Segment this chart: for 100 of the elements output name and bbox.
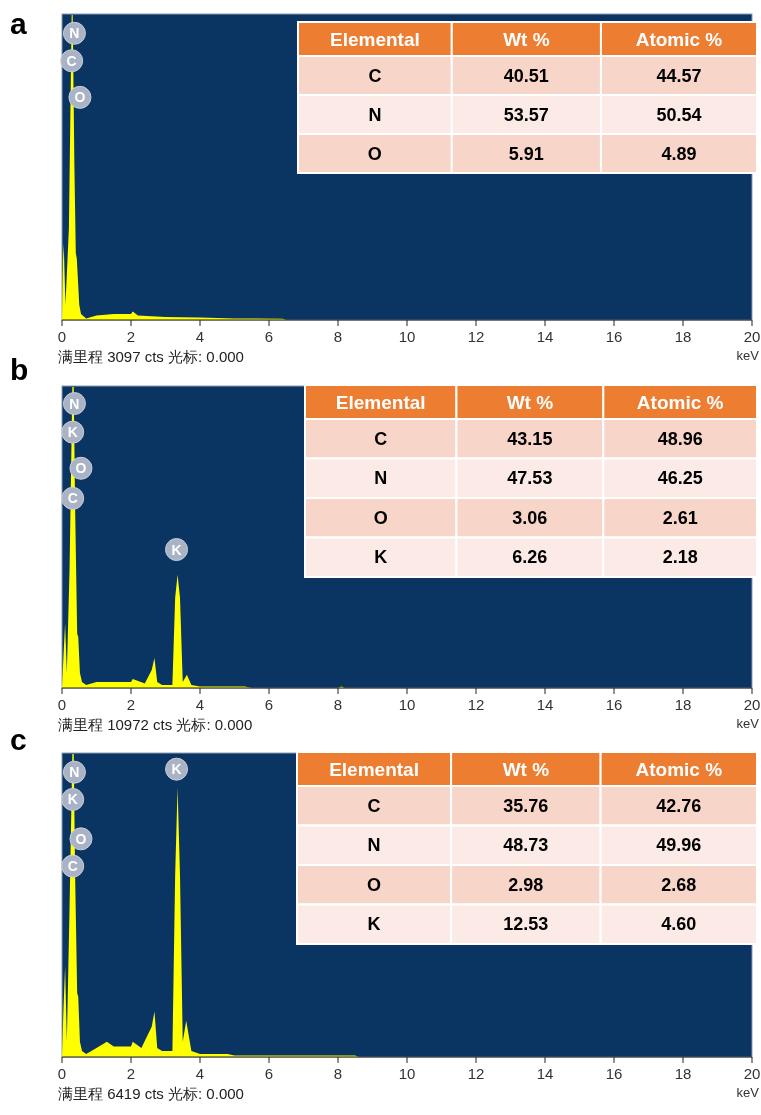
- data-label: 47.53: [507, 468, 553, 489]
- x-tick-label: 12: [467, 1065, 485, 1082]
- peak-label: K: [61, 420, 85, 444]
- x-tick-label: 0: [57, 1065, 67, 1082]
- category-label: O: [367, 874, 382, 895]
- series-label: Wt %: [502, 759, 550, 780]
- series-label: Atomic %: [635, 29, 723, 50]
- category-label: O: [367, 143, 382, 164]
- peak-label: O: [68, 85, 92, 109]
- annotation: K: [171, 541, 182, 558]
- annotation: N: [69, 25, 80, 42]
- peak-label: C: [60, 49, 84, 73]
- x-tick-label: 2: [126, 1065, 136, 1082]
- x-tick-label: 0: [57, 696, 67, 713]
- x-tick-label: 16: [605, 1065, 623, 1082]
- text: 满里程 10972 cts 光标: 0.000: [58, 716, 253, 733]
- data-label: 4.89: [661, 143, 697, 164]
- x-tick-label: 4: [195, 328, 205, 345]
- annotation: N: [69, 764, 80, 781]
- series-label: Wt %: [503, 29, 550, 50]
- peak-label: K: [165, 538, 189, 562]
- data-label: 46.25: [657, 468, 703, 489]
- annotation: C: [67, 490, 78, 507]
- category-label: N: [368, 104, 382, 125]
- data-label: 43.15: [507, 428, 553, 449]
- x-tick-label: 10: [398, 696, 416, 713]
- chart-title: a: [10, 7, 27, 40]
- x-tick-label: 2: [126, 696, 136, 713]
- peak-label: N: [62, 760, 86, 784]
- data-label: 44.57: [656, 65, 702, 86]
- data-label: 3.06: [512, 507, 548, 528]
- data-label: 2.68: [661, 874, 697, 895]
- x-axis-title: keV: [736, 1085, 760, 1100]
- x-tick-label: 8: [333, 328, 343, 345]
- annotation: K: [171, 761, 182, 778]
- x-tick-label: 16: [605, 328, 623, 345]
- text: Elemental: [335, 392, 426, 413]
- peak-label: C: [61, 486, 85, 510]
- data-label: 40.51: [503, 65, 549, 86]
- data-label: 35.76: [503, 795, 549, 816]
- category-label: C: [367, 795, 381, 816]
- peak-label: N: [62, 21, 86, 45]
- category-label: K: [367, 914, 381, 935]
- data-label: 2.61: [662, 507, 698, 528]
- category-label: C: [374, 428, 388, 449]
- series-label: Atomic %: [636, 392, 724, 413]
- x-tick-label: 10: [398, 1065, 416, 1082]
- data-label: 4.60: [661, 914, 697, 935]
- x-tick-label: 6: [264, 328, 274, 345]
- x-tick-label: 6: [264, 696, 274, 713]
- data-label: 50.54: [656, 104, 702, 125]
- data-label: 12.53: [503, 914, 549, 935]
- x-axis-title: keV: [736, 348, 760, 363]
- category-label: N: [374, 468, 388, 489]
- x-tick-label: 16: [605, 696, 623, 713]
- series-label: Wt %: [506, 392, 554, 413]
- annotation: O: [75, 830, 87, 847]
- data-label: 42.76: [656, 795, 702, 816]
- category-label: C: [368, 65, 382, 86]
- category-label: K: [374, 547, 388, 568]
- x-tick-label: 8: [333, 696, 343, 713]
- x-tick-label: 14: [536, 328, 554, 345]
- annotation: K: [67, 424, 78, 441]
- x-tick-label: 6: [264, 1065, 274, 1082]
- x-tick-label: 14: [536, 1065, 554, 1082]
- series-label: Atomic %: [635, 759, 723, 780]
- x-tick-label: 12: [467, 696, 485, 713]
- x-tick-label: 14: [536, 696, 554, 713]
- data-label: 49.96: [656, 835, 702, 856]
- peak-label: O: [69, 827, 93, 851]
- data-label: 5.91: [508, 143, 544, 164]
- data-label: 6.26: [512, 547, 548, 568]
- annotation: O: [74, 89, 86, 106]
- text: Elemental: [329, 759, 419, 780]
- x-tick-label: 2: [126, 328, 136, 345]
- text: 满里程 3097 cts 光标: 0.000: [58, 348, 244, 365]
- x-tick-label: 12: [467, 328, 485, 345]
- x-tick-label: 20: [743, 696, 761, 713]
- x-tick-label: 20: [743, 328, 761, 345]
- x-tick-label: 8: [333, 1065, 343, 1082]
- x-tick-label: 18: [674, 696, 692, 713]
- x-tick-label: 20: [743, 1065, 761, 1082]
- data-label: 48.73: [503, 835, 549, 856]
- chart-title: b: [10, 353, 29, 386]
- data-label: 2.18: [662, 547, 698, 568]
- x-tick-label: 10: [398, 328, 416, 345]
- data-label: 48.96: [657, 428, 703, 449]
- peak-label: O: [69, 456, 93, 480]
- x-tick-label: 18: [674, 1065, 692, 1082]
- peak-label: C: [61, 854, 85, 878]
- annotation: O: [75, 460, 87, 477]
- annotation: C: [66, 52, 77, 69]
- chart-title: c: [10, 723, 27, 756]
- x-tick-label: 4: [195, 1065, 205, 1082]
- peak-label: K: [61, 787, 85, 811]
- data-label: 2.98: [508, 874, 544, 895]
- peak-label: N: [62, 392, 86, 416]
- x-tick-label: 18: [674, 328, 692, 345]
- x-tick-label: 4: [195, 696, 205, 713]
- annotation: C: [67, 858, 78, 875]
